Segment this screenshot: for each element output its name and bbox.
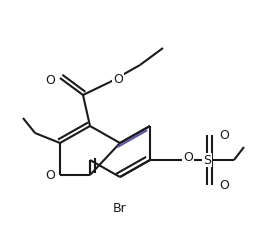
Text: O: O xyxy=(219,128,229,142)
Text: O: O xyxy=(45,169,55,182)
Text: Br: Br xyxy=(113,201,127,215)
Text: O: O xyxy=(113,73,123,86)
Text: O: O xyxy=(219,179,229,192)
Text: O: O xyxy=(183,150,193,163)
Text: S: S xyxy=(203,154,211,167)
Text: O: O xyxy=(45,74,55,86)
